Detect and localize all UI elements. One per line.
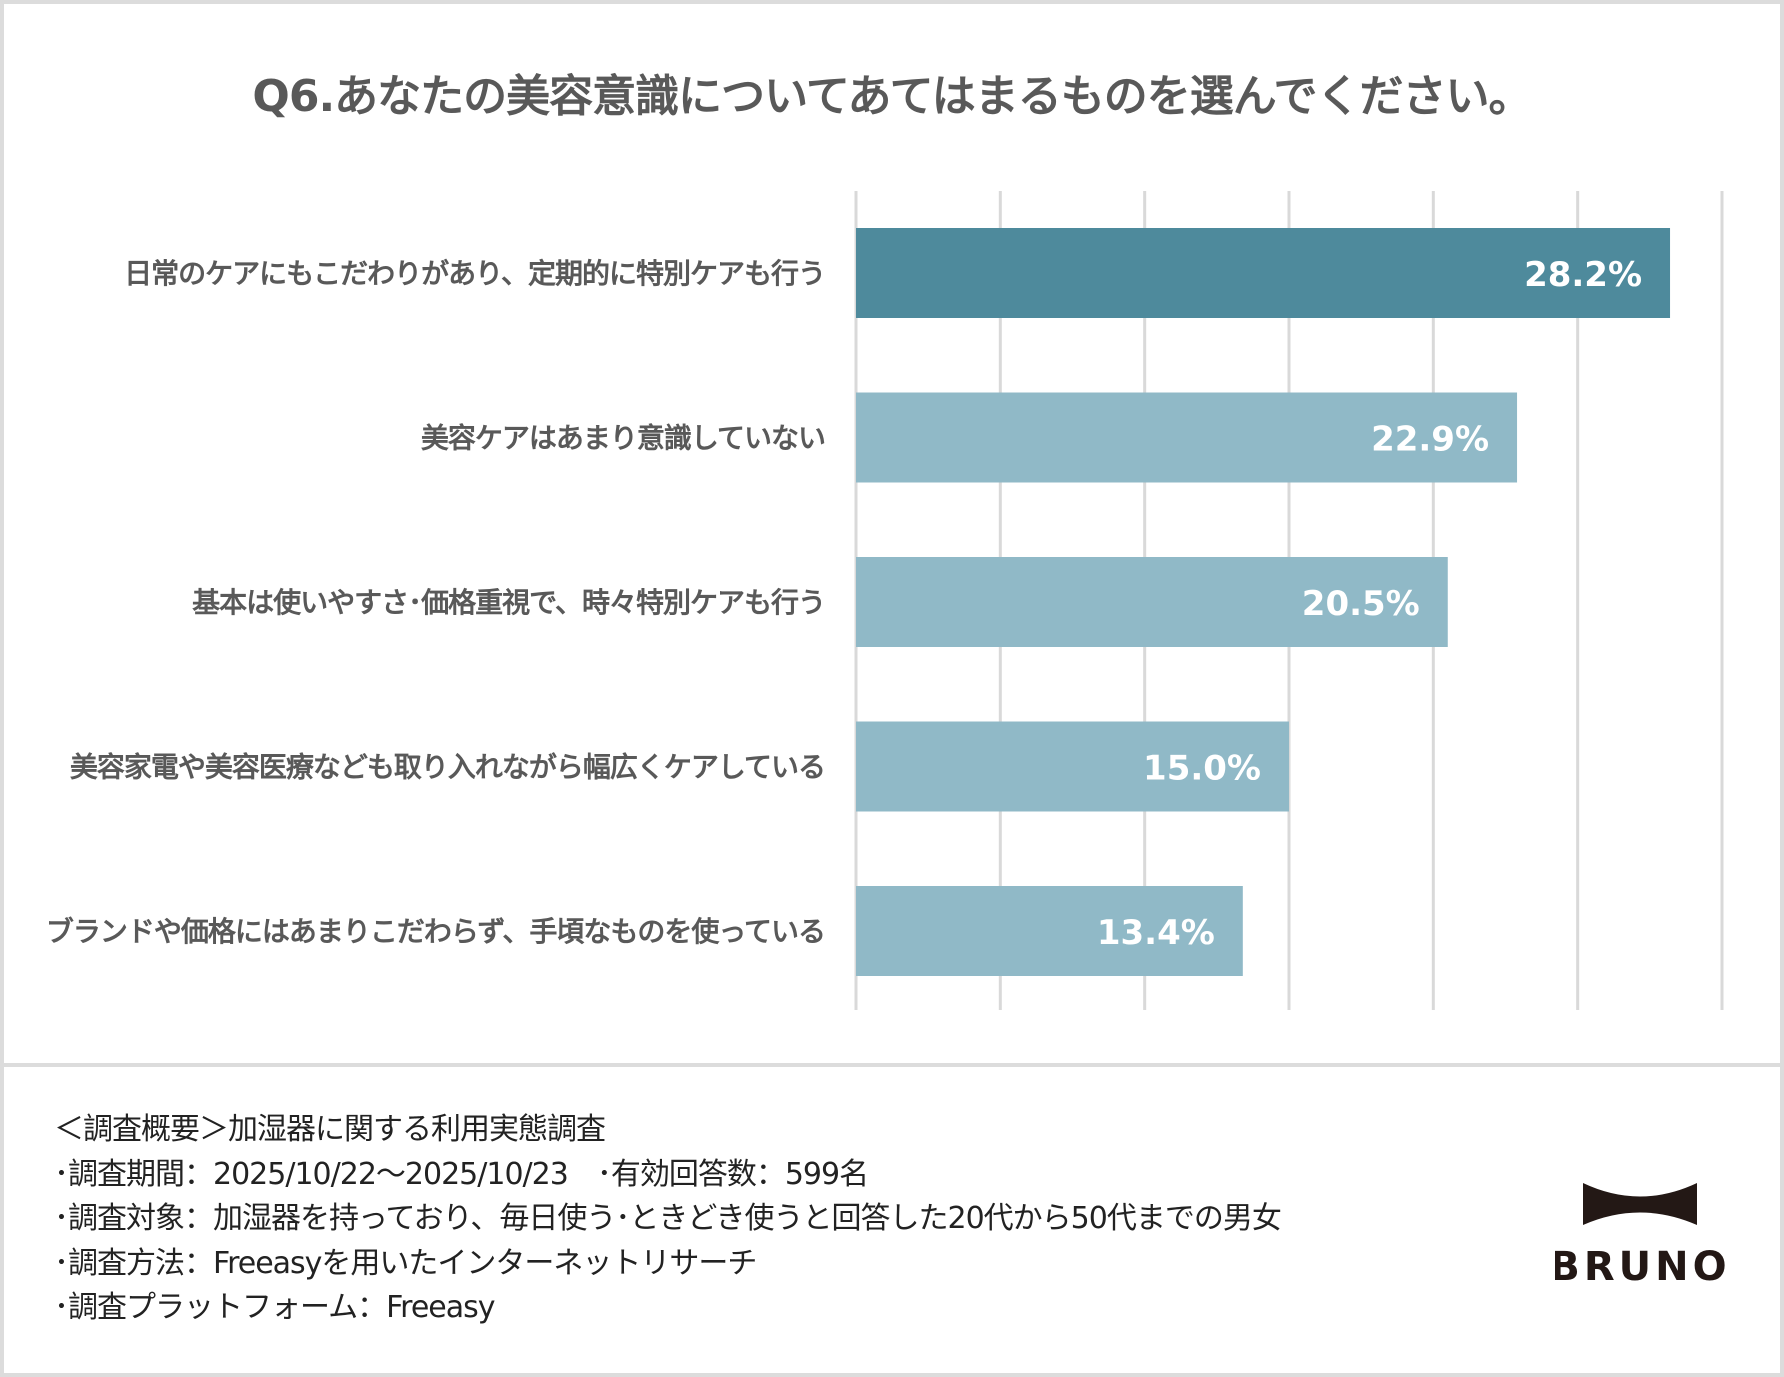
notes-method: ･調査方法：Freeasyを用いたインターネットリサーチ [54, 1245, 757, 1281]
bar [856, 886, 1243, 976]
chart-title: Q6.あなたの美容意識についてあてはまるものを選んでください。 [252, 71, 1532, 122]
bruno-logo: BRUNO [1555, 1183, 1725, 1290]
category-label: 美容家電や美容医療なども取り入れながら幅広くケアしている [70, 751, 825, 784]
bruno-logo-text: BRUNO [1555, 1244, 1725, 1290]
category-label: ブランドや価格にはあまりこだわらず、手頃なものを使っている [46, 915, 825, 948]
survey-notes: ＜調査概要＞加湿器に関する利用実態調査 ･調査期間：2025/10/22～202… [54, 1108, 1282, 1331]
notes-heading: ＜調査概要＞加湿器に関する利用実態調査 [54, 1112, 606, 1147]
data-label: 20.5% [1302, 584, 1420, 624]
data-label: 28.2% [1524, 255, 1642, 295]
divider [0, 1063, 1784, 1067]
bar [856, 392, 1518, 483]
data-label: 15.0% [1143, 749, 1261, 789]
category-label: 日常のケアにもこだわりがあり、定期的に特別ケアも行う [124, 257, 825, 290]
notes-platform: ･調査プラットフォーム：Freeasy [54, 1290, 496, 1325]
data-label: 22.9% [1371, 420, 1489, 460]
bruno-logo-mark [1583, 1183, 1697, 1225]
category-label: 基本は使いやすさ･価格重視で、時々特別ケアも行う [192, 586, 825, 619]
bar [856, 557, 1448, 647]
bar-chart: 28.2% 日常のケアにもこだわりがあり、定期的に特別ケアも行う 22.9% 美容ケア… [46, 191, 1724, 1010]
notes-period: ･調査期間：2025/10/22～2025/10/23 ･有効回答数：599名 [54, 1156, 869, 1192]
notes-target: ･調査対象：加湿器を持っており、毎日使う･ときどき使うと回答した20代から50代… [54, 1201, 1282, 1236]
data-label: 13.4% [1097, 913, 1215, 953]
bar [856, 228, 1671, 318]
bar [856, 721, 1289, 812]
category-label: 美容ケアはあまり意識していない [421, 422, 825, 455]
